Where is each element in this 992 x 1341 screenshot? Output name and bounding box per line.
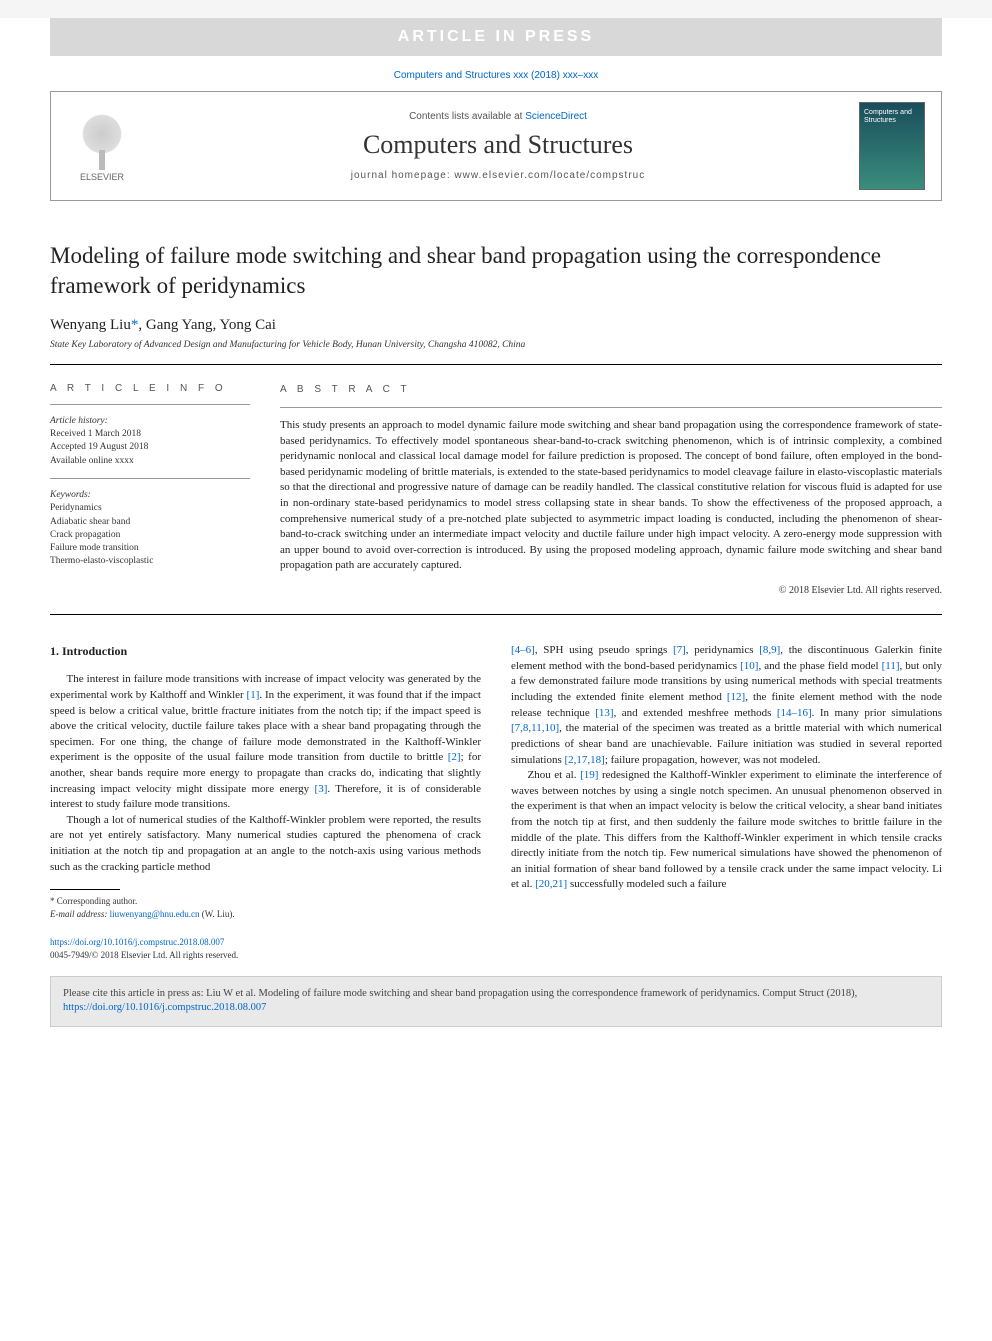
keyword: Thermo-elasto-viscoplastic — [50, 555, 250, 568]
article-history: Article history: Received 1 March 2018 A… — [50, 415, 250, 468]
text: Zhou et al. — [528, 769, 581, 781]
citation-link[interactable]: [13] — [595, 707, 613, 719]
citation-link[interactable]: [11] — [882, 660, 900, 672]
divider — [50, 614, 942, 615]
paragraph: Zhou et al. [19] redesigned the Kalthoff… — [511, 768, 942, 893]
text: , SPH using pseudo springs — [535, 644, 673, 656]
copyright-line: © 2018 Elsevier Ltd. All rights reserved… — [280, 584, 942, 598]
homepage-prefix: journal homepage: — [351, 170, 455, 181]
title-block: Modeling of failure mode switching and s… — [50, 241, 942, 350]
author-sep: , — [213, 317, 220, 333]
citation-link[interactable]: [12] — [727, 691, 745, 703]
footnote-separator — [50, 889, 120, 890]
doi-block: https://doi.org/10.1016/j.compstruc.2018… — [50, 936, 942, 961]
elsevier-tree-icon — [72, 110, 132, 170]
author-1: Wenyang Liu — [50, 317, 131, 333]
contents-prefix: Contents lists available at — [409, 111, 525, 122]
paragraph: Though a lot of numerical studies of the… — [50, 813, 481, 875]
citation-link[interactable]: [19] — [580, 769, 598, 781]
corresponding-author-footnote: * Corresponding author. — [50, 895, 481, 908]
citation-link[interactable]: [10] — [740, 660, 758, 672]
text: redesigned the Kalthoff-Winkler experime… — [511, 769, 942, 890]
citation-link[interactable]: [3] — [315, 783, 328, 795]
citation-link[interactable]: [14–16] — [777, 707, 812, 719]
contents-list-line: Contents lists available at ScienceDirec… — [137, 111, 859, 122]
article-title: Modeling of failure mode switching and s… — [50, 241, 942, 301]
citation-link[interactable]: [2] — [448, 751, 461, 763]
email-link[interactable]: liuwenyang@hnu.edu.cn — [110, 909, 200, 919]
citation-link[interactable]: [20,21] — [535, 878, 567, 890]
keywords-block: Keywords: Peridynamics Adiabatic shear b… — [50, 489, 250, 569]
journal-cover-thumbnail: Computers and Structures — [859, 102, 925, 190]
citation-link[interactable]: [4–6] — [511, 644, 535, 656]
article-in-press-banner: ARTICLE IN PRESS — [50, 18, 942, 56]
received-date: Received 1 March 2018 — [50, 428, 250, 441]
citation-link[interactable]: [8,9] — [759, 644, 780, 656]
cover-text: Computers and Structures — [864, 109, 924, 124]
citation-link[interactable]: [1] — [247, 689, 260, 701]
divider — [50, 404, 250, 405]
journal-reference-line: Computers and Structures xxx (2018) xxx–… — [0, 70, 992, 81]
paragraph: The interest in failure mode transitions… — [50, 672, 481, 812]
email-footnote: E-mail address: liuwenyang@hnu.edu.cn (W… — [50, 908, 481, 921]
text: , peridynamics — [686, 644, 759, 656]
affiliation: State Key Laboratory of Advanced Design … — [50, 340, 942, 350]
text: , and extended meshfree methods — [614, 707, 777, 719]
body-right-column: [4–6], SPH using pseudo springs [7], per… — [511, 643, 942, 920]
keyword: Peridynamics — [50, 502, 250, 515]
section-heading-introduction: 1. Introduction — [50, 643, 481, 660]
sciencedirect-link[interactable]: ScienceDirect — [525, 111, 587, 122]
keywords-label: Keywords: — [50, 489, 250, 502]
text: , and the phase field model — [758, 660, 881, 672]
keyword: Adiabatic shear band — [50, 516, 250, 529]
text: ; failure propagation, however, was not … — [605, 754, 821, 766]
divider — [50, 478, 250, 479]
page-root: ARTICLE IN PRESS Computers and Structure… — [0, 18, 992, 1341]
history-label: Article history: — [50, 415, 250, 428]
citation-link[interactable]: [2,17,18] — [564, 754, 604, 766]
keyword: Failure mode transition — [50, 542, 250, 555]
publisher-logo: ELSEVIER — [67, 106, 137, 186]
accepted-date: Accepted 19 August 2018 — [50, 441, 250, 454]
text: . In many prior simulations — [812, 707, 942, 719]
article-info-heading: A R T I C L E I N F O — [50, 383, 250, 394]
info-abstract-row: A R T I C L E I N F O Article history: R… — [50, 365, 942, 598]
abstract-column: A B S T R A C T This study presents an a… — [280, 383, 942, 598]
available-date: Available online xxxx — [50, 455, 250, 468]
issn-copyright: 0045-7949/© 2018 Elsevier Ltd. All right… — [50, 949, 942, 962]
paragraph: [4–6], SPH using pseudo springs [7], per… — [511, 643, 942, 768]
doi-link[interactable]: https://doi.org/10.1016/j.compstruc.2018… — [50, 937, 224, 947]
citation-text: Please cite this article in press as: Li… — [63, 988, 857, 999]
keyword: Crack propagation — [50, 529, 250, 542]
publisher-name: ELSEVIER — [80, 172, 124, 182]
author-3: Yong Cai — [220, 317, 276, 333]
citation-doi-link[interactable]: https://doi.org/10.1016/j.compstruc.2018… — [63, 1002, 266, 1013]
citation-box: Please cite this article in press as: Li… — [50, 976, 942, 1027]
body-two-column: 1. Introduction The interest in failure … — [50, 643, 942, 920]
journal-header-box: ELSEVIER Contents lists available at Sci… — [50, 91, 942, 201]
abstract-text: This study presents an approach to model… — [280, 418, 942, 574]
author-2: Gang Yang — [146, 317, 213, 333]
email-who: (W. Liu). — [199, 909, 234, 919]
body-left-column: 1. Introduction The interest in failure … — [50, 643, 481, 920]
homepage-url[interactable]: www.elsevier.com/locate/compstruc — [454, 170, 645, 181]
citation-link[interactable]: [7] — [673, 644, 686, 656]
journal-name: Computers and Structures — [137, 130, 859, 160]
citation-link[interactable]: [7,8,11,10] — [511, 722, 559, 734]
authors-line: Wenyang Liu*, Gang Yang, Yong Cai — [50, 317, 942, 334]
divider — [280, 407, 942, 408]
header-center: Contents lists available at ScienceDirec… — [137, 111, 859, 181]
text: successfully modeled such a failure — [567, 878, 726, 890]
author-sep: , — [138, 317, 146, 333]
article-info-column: A R T I C L E I N F O Article history: R… — [50, 383, 250, 598]
journal-homepage-line: journal homepage: www.elsevier.com/locat… — [137, 170, 859, 181]
email-label: E-mail address: — [50, 909, 110, 919]
abstract-heading: A B S T R A C T — [280, 383, 942, 397]
